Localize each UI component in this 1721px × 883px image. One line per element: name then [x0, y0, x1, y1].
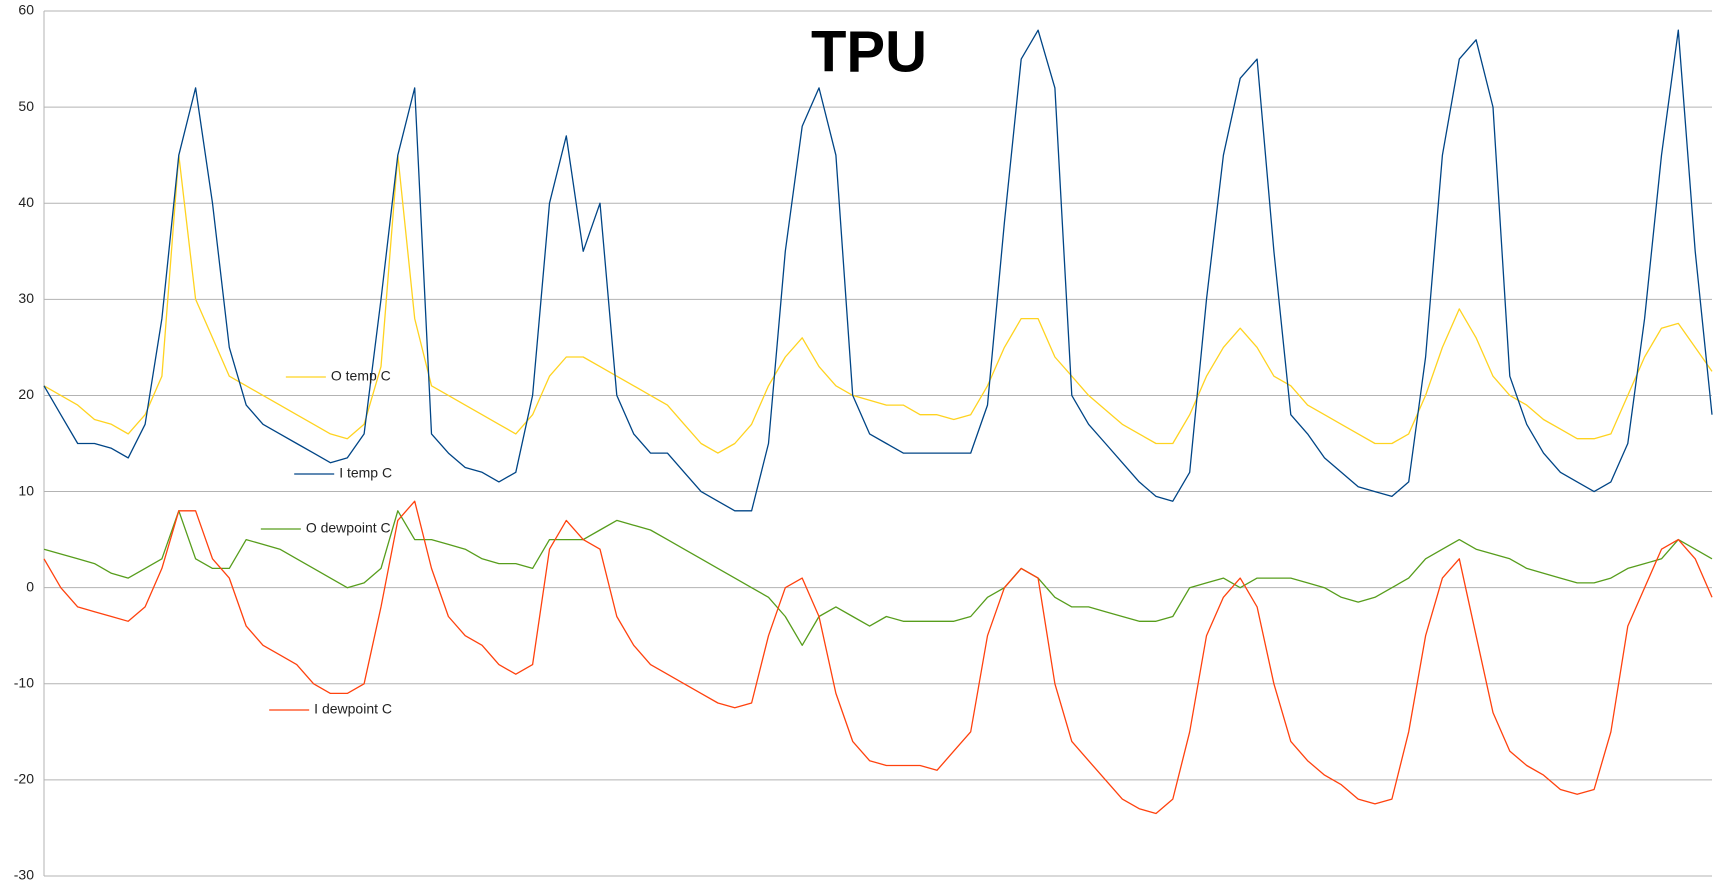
data-line — [43, 29, 1713, 512]
y-tick-label: 20 — [18, 386, 34, 402]
y-tick-label: 60 — [18, 2, 34, 18]
data-line — [43, 154, 1713, 454]
legend-label: I dewpoint C — [314, 701, 392, 717]
y-tick-label: 0 — [26, 578, 34, 594]
y-tick-label: 50 — [18, 98, 34, 114]
y-tick-label: 10 — [18, 482, 34, 498]
chart-title: TPU — [811, 19, 927, 84]
data-line — [43, 500, 1713, 815]
y-tick-label: 40 — [18, 194, 34, 210]
y-tick-label: -30 — [14, 867, 34, 883]
y-tick-label: -10 — [14, 674, 34, 690]
y-tick-label: 30 — [18, 290, 34, 306]
y-tick-label: -20 — [14, 771, 34, 787]
data-line — [43, 510, 1713, 646]
legend-label: I temp C — [339, 465, 392, 481]
legend-label: O temp C — [331, 368, 391, 384]
legend-label: O dewpoint C — [306, 520, 391, 536]
